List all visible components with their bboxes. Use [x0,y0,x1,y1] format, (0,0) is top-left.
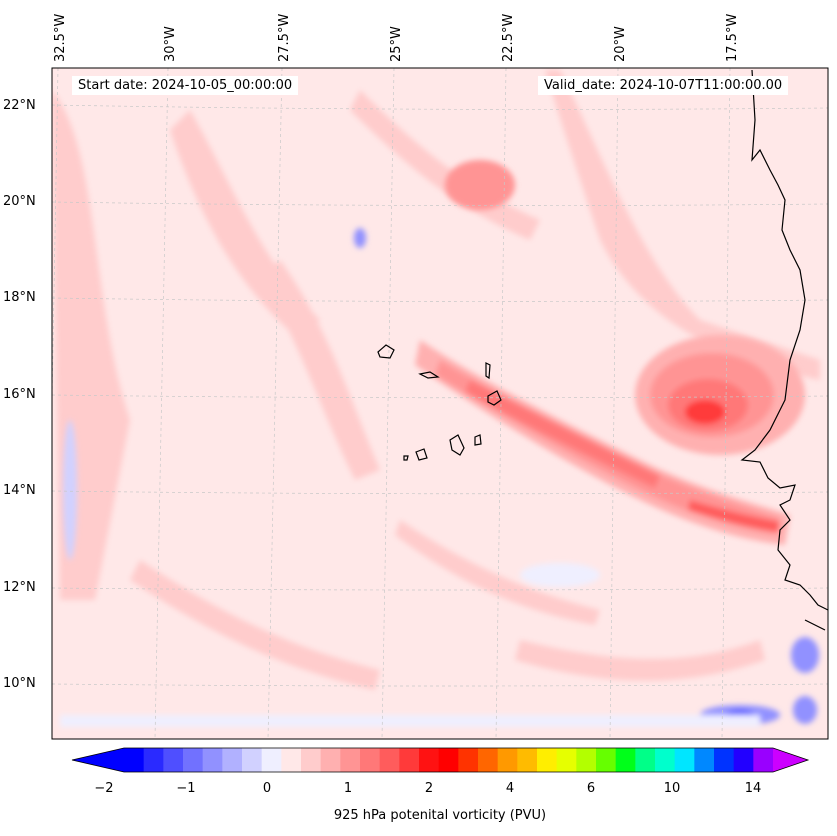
colorbar-swatch [124,748,145,772]
lat-label: 16°N [3,387,36,402]
colorbar-tick-label: −2 [94,781,114,796]
lat-label: 20°N [3,194,36,209]
colorbar-tick-label: 14 [744,781,762,796]
colorbar-tick-label: 0 [262,781,272,796]
colorbar-tick-label: 6 [586,781,596,796]
colorbar-swatch [360,748,381,772]
colorbar-tick-label: 10 [663,781,681,796]
lon-label: 20°W [613,26,628,62]
colorbar-swatch [340,748,361,772]
colorbar-swatch [596,748,617,772]
colorbar-swatch [517,748,538,772]
lat-label: 22°N [3,98,36,113]
colorbar [71,747,810,773]
colorbar-swatch [301,748,322,772]
colorbar-swatch [655,748,676,772]
colorbar-swatch [753,748,774,772]
colorbar-tick-label: 1 [343,781,353,796]
lon-label: 25°W [389,26,404,62]
colorbar-swatch [143,748,164,772]
colorbar-swatch [537,748,558,772]
colorbar-swatch [242,748,263,772]
colorbar-tick-label: −1 [176,781,196,796]
lat-label: 12°N [3,580,36,595]
colorbar-swatch [320,748,341,772]
colorbar-swatch [261,748,282,772]
start-date-label: Start date: 2024-10-05_00:00:00 [72,76,299,95]
lon-label: 27.5°W [277,13,292,62]
colorbar-swatch [458,748,479,772]
colorbar-swatch [379,748,400,772]
lon-label: 17.5°W [725,13,740,62]
colorbar-swatch [163,748,184,772]
colorbar-tick-label: 2 [424,781,434,796]
colorbar-swatch [556,748,577,772]
lat-label: 14°N [3,483,36,498]
map-frame [51,67,829,740]
colorbar-swatch [576,748,597,772]
colorbar-swatch [714,748,735,772]
lon-label: 30°W [163,26,178,62]
colorbar-swatch [202,748,223,772]
colorbar-swatch [674,748,695,772]
colorbar-over-extension [773,748,808,772]
coastline [377,69,828,631]
colorbar-swatch [694,748,715,772]
colorbar-title: 925 hPa potenital vorticity (PVU) [333,808,547,823]
colorbar-swatch [222,748,243,772]
colorbar-under-extension [72,748,124,772]
lat-label: 10°N [3,676,36,691]
lat-label: 18°N [3,290,36,305]
colorbar-swatch [281,748,302,772]
valid-date-label: Valid_date: 2024-10-07T11:00:00.00 [538,76,789,95]
colorbar-swatch [419,748,440,772]
pv-band [415,340,790,545]
pv-coastal-maximum [445,160,805,455]
gridlines [52,68,828,739]
colorbar-outline [71,747,810,773]
lon-label: 32.5°W [53,13,68,62]
colorbar-swatch [478,748,499,772]
colorbar-swatch [399,748,420,772]
colorbar-swatch [615,748,636,772]
colorbar-tick-label: 4 [505,781,515,796]
lon-label: 22.5°W [501,13,516,62]
colorbar-swatch [183,748,204,772]
colorbar-swatch [497,748,518,772]
colorbar-swatch [438,748,459,772]
colorbar-swatch [733,748,754,772]
pv-negative-pockets [60,228,819,727]
colorbar-swatch [635,748,656,772]
